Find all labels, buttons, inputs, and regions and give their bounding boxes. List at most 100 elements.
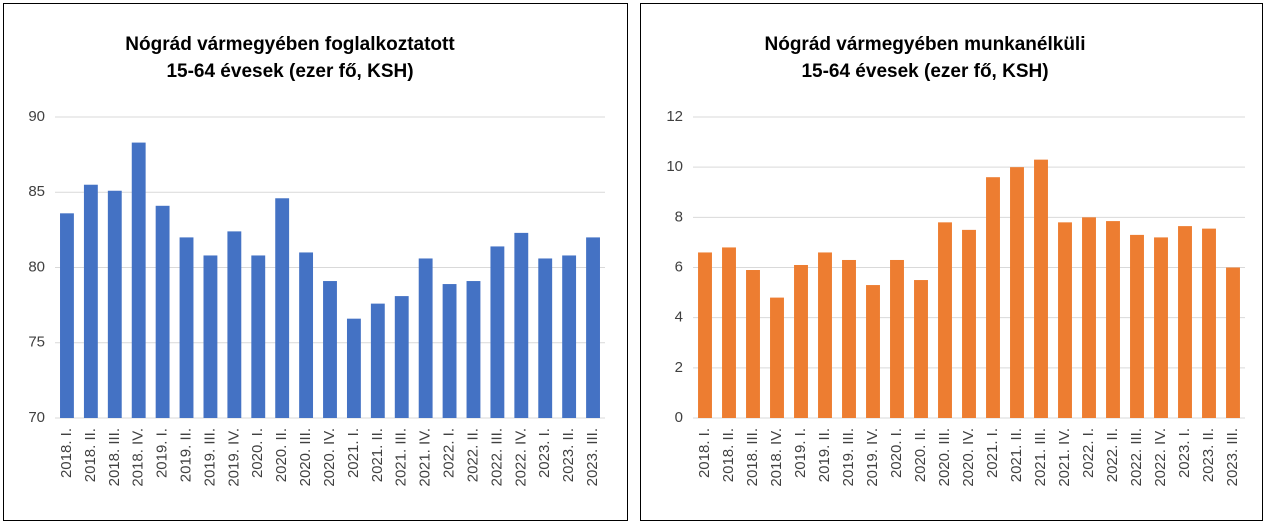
bar: [1154, 237, 1168, 418]
x-tick-label: 2020. IV.: [960, 428, 977, 487]
x-tick-label: 2021. IV.: [417, 428, 434, 487]
x-tick-label: 2023. II.: [560, 428, 577, 482]
bar: [842, 259, 856, 418]
bar: [466, 281, 481, 418]
bar: [562, 255, 577, 418]
x-tick-label: 2019. IV.: [225, 428, 242, 487]
bar: [1082, 217, 1096, 418]
y-tick-label: 4: [675, 309, 683, 326]
bar: [418, 258, 433, 418]
chart-title: Nógrád vármegyében munkanélküli: [765, 34, 1086, 55]
bar: [1106, 221, 1120, 418]
bar: [155, 205, 170, 418]
x-tick-label: 2018. II.: [82, 428, 99, 482]
x-tick-label: 2019. I.: [792, 428, 809, 478]
y-tick-label: 12: [666, 108, 683, 125]
bar: [722, 247, 736, 418]
bar: [1058, 222, 1072, 418]
bar: [538, 258, 553, 418]
x-tick-label: 2023. III.: [1224, 428, 1241, 486]
bar: [1178, 226, 1192, 418]
bar: [131, 142, 146, 418]
x-tick-label: 2020. IV.: [321, 428, 338, 487]
x-tick-label: 2018. IV.: [130, 428, 147, 487]
bar: [251, 255, 266, 418]
bar: [346, 318, 361, 418]
bar: [490, 246, 505, 418]
bar: [1226, 267, 1240, 418]
bar: [818, 252, 832, 418]
x-tick-label: 2023. I.: [536, 428, 553, 478]
bar: [586, 237, 600, 418]
y-tick-label: 70: [28, 409, 45, 426]
y-tick-label: 90: [28, 108, 45, 125]
x-tick-label: 2018. I.: [58, 428, 75, 478]
bar: [866, 285, 880, 418]
x-tick-label: 2023. II.: [1200, 428, 1217, 482]
y-tick-label: 2: [675, 359, 683, 376]
x-tick-label: 2020. I.: [249, 428, 266, 478]
bar: [203, 255, 218, 418]
chart-title: 15-64 évesek (ezer fő, KSH): [801, 61, 1048, 82]
x-tick-label: 2019. III.: [840, 428, 857, 486]
bar: [914, 280, 928, 418]
x-tick-label: 2019. I.: [154, 428, 171, 478]
x-tick-label: 2021. II.: [369, 428, 386, 482]
x-tick-label: 2018. III.: [744, 428, 761, 486]
bar: [1130, 234, 1144, 418]
x-tick-label: 2020. III.: [936, 428, 953, 486]
x-tick-label: 2021. IV.: [1056, 428, 1073, 487]
bar: [442, 284, 457, 418]
bar: [1034, 159, 1048, 418]
x-tick-label: 2019. IV.: [864, 428, 881, 487]
x-tick-label: 2021. II.: [1008, 428, 1025, 482]
y-tick-label: 85: [28, 183, 45, 200]
y-tick-label: 8: [675, 208, 683, 225]
bar: [83, 184, 98, 418]
x-tick-label: 2020. III.: [297, 428, 314, 486]
y-tick-label: 6: [675, 258, 683, 275]
x-tick-label: 2022. IV.: [1152, 428, 1169, 487]
x-tick-label: 2022. II.: [464, 428, 481, 482]
bar: [227, 231, 242, 418]
y-tick-label: 80: [28, 258, 45, 275]
x-tick-label: 2020. II.: [912, 428, 929, 482]
x-tick-label: 2021. I.: [345, 428, 362, 478]
bar: [746, 270, 760, 418]
x-tick-label: 2022. I.: [441, 428, 458, 478]
x-tick-label: 2019. II.: [816, 428, 833, 482]
bar: [698, 252, 712, 418]
x-tick-label: 2019. III.: [201, 428, 218, 486]
bar: [323, 281, 337, 418]
bar: [986, 177, 1000, 418]
chart-title: Nógrád vármegyében foglalkoztatott: [125, 34, 455, 55]
x-tick-label: 2018. IV.: [768, 428, 785, 487]
x-tick-label: 2023. III.: [584, 428, 601, 486]
x-tick-label: 2022. I.: [1080, 428, 1097, 478]
bar: [794, 264, 808, 418]
bar: [60, 213, 74, 418]
x-tick-label: 2022. IV.: [512, 428, 529, 487]
bar: [394, 296, 409, 418]
x-tick-label: 2022. III.: [1128, 428, 1145, 486]
x-tick-label: 2022. II.: [1104, 428, 1121, 482]
x-tick-label: 2020. II.: [273, 428, 290, 482]
x-tick-label: 2018. I.: [696, 428, 713, 478]
bar: [1202, 228, 1216, 418]
bar: [107, 190, 122, 418]
bar: [938, 222, 952, 418]
x-tick-label: 2021. III.: [1032, 428, 1049, 486]
bar: [770, 297, 784, 418]
bar: [179, 237, 194, 418]
bar: [514, 232, 529, 418]
bar: [962, 229, 976, 418]
x-tick-label: 2023. I.: [1176, 428, 1193, 478]
x-tick-label: 2021. III.: [393, 428, 410, 486]
x-tick-label: 2018. II.: [720, 428, 737, 482]
chart-title: 15-64 évesek (ezer fő, KSH): [166, 61, 413, 82]
x-tick-label: 2021. I.: [984, 428, 1001, 478]
bar: [275, 198, 290, 418]
x-tick-label: 2020. I.: [888, 428, 905, 478]
x-tick-label: 2022. III.: [488, 428, 505, 486]
